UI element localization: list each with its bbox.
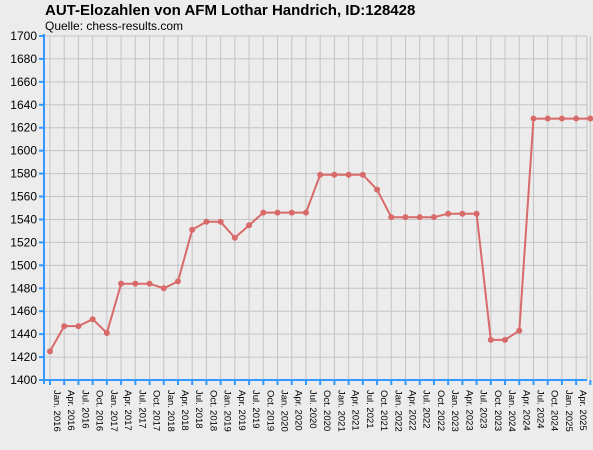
data-point [359,171,366,178]
data-point [587,115,593,122]
plot-area [44,36,587,380]
y-tick-label: 1420 [10,350,37,364]
x-tick-label: Jan. 2016 [51,390,62,432]
data-point [246,222,253,229]
x-tick-label: Jan. 2020 [279,390,290,432]
x-tick-label: Jul. 2017 [136,390,147,429]
data-point [61,323,68,330]
x-tick-label: Oct. 2017 [151,390,162,431]
x-tick-label: Jan. 2024 [506,390,517,432]
data-point [445,210,452,217]
x-tick-label: Jan. 2019 [222,390,233,432]
data-point [416,214,423,221]
data-point [231,234,238,241]
x-tick-label: Oct. 2022 [435,390,446,431]
data-point [217,218,224,225]
x-tick-label: Jul. 2020 [307,390,318,429]
x-tick-label: Jan. 2025 [563,390,574,432]
y-tick-label: 1520 [10,235,37,249]
x-tick-label: Jan. 2018 [165,390,176,432]
data-point [317,171,324,178]
data-point [118,280,125,287]
x-tick-label: Oct. 2023 [492,390,503,431]
y-tick-label: 1440 [10,327,37,341]
y-tick-label: 1460 [10,304,37,318]
x-tick-label: Apr. 2024 [520,390,531,431]
y-tick-label: 1500 [10,258,37,272]
y-tick-label: 1580 [10,167,37,181]
data-point [516,327,523,334]
x-tick-label: Jan. 2017 [108,390,119,432]
data-point [573,115,580,122]
data-point [345,171,352,178]
data-point [402,214,409,221]
chart-title: AUT-Elozahlen von AFM Lothar Handrich, I… [45,2,416,19]
data-point [388,214,395,221]
x-tick-label: Oct. 2020 [321,390,332,431]
y-tick-label: 1700 [10,29,37,43]
x-tick-label: Jul. 2021 [364,390,375,429]
x-tick-label: Oct. 2024 [549,390,560,431]
x-tick-label: Jul. 2018 [193,390,204,429]
x-tick-label: Oct. 2021 [378,390,389,431]
data-point [473,210,480,217]
y-tick-label: 1480 [10,281,37,295]
x-tick-label: Jul. 2024 [534,390,545,429]
x-tick-label: Jul. 2016 [79,390,90,429]
data-point [459,210,466,217]
x-tick-label: Apr. 2017 [122,390,133,431]
data-point [530,115,537,122]
y-tick-label: 1600 [10,144,37,158]
x-tick-label: Jul. 2019 [250,390,261,429]
data-point [75,323,82,330]
x-tick-label: Oct. 2016 [94,390,105,431]
chart-subtitle: Quelle: chess-results.com [45,19,184,33]
data-point [374,186,381,193]
y-tick-label: 1620 [10,121,37,135]
x-tick-label: Jan. 2023 [449,390,460,432]
data-point [189,226,196,233]
y-tick-label: 1400 [10,373,37,387]
data-point [544,115,551,122]
data-point [174,278,181,285]
data-point [146,280,153,287]
data-point [288,209,295,216]
x-tick-label: Oct. 2018 [207,390,218,431]
y-tick-label: 1560 [10,190,37,204]
data-point [89,316,96,323]
data-point [274,209,281,216]
x-tick-label: Apr. 2023 [463,390,474,431]
data-point [132,280,139,287]
data-point [558,115,565,122]
x-tick-label: Apr. 2018 [179,390,190,431]
x-tick-label: Apr. 2020 [293,390,304,431]
y-tick-label: 1680 [10,52,37,66]
y-tick-label: 1660 [10,75,37,89]
data-point [103,329,110,336]
x-tick-label: Oct. 2019 [264,390,275,431]
data-point [47,348,53,355]
data-point [487,336,494,343]
x-tick-label: Jul. 2023 [478,390,489,429]
x-tick-label: Apr. 2021 [350,390,361,431]
y-tick-label: 1640 [10,98,37,112]
x-tick-label: Apr. 2016 [65,390,76,431]
x-tick-label: Jul. 2022 [421,390,432,429]
x-tick-label: Jan. 2021 [335,390,346,432]
x-tick-label: Apr. 2019 [236,390,247,431]
data-point [260,209,267,216]
y-tick-label: 1540 [10,212,37,226]
x-tick-label: Apr. 2025 [577,390,588,431]
data-point [160,285,167,292]
data-point [302,209,309,216]
data-point [502,336,509,343]
data-point [331,171,338,178]
x-tick-label: Jan. 2022 [392,390,403,432]
x-tick-label: Jul. 2025 [591,390,593,429]
x-tick-label: Apr. 2022 [407,390,418,431]
data-point [203,218,210,225]
data-point [430,214,437,221]
